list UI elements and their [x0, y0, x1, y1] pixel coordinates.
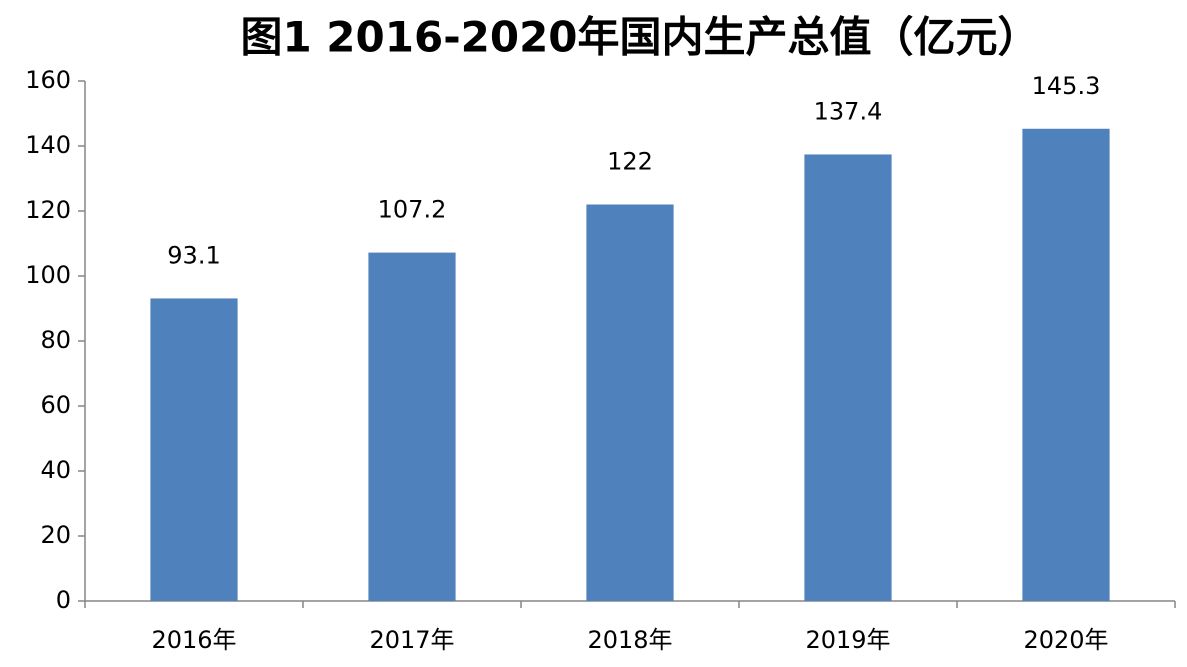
y-tick-label: 40 — [40, 456, 71, 484]
y-tick-label: 80 — [40, 326, 71, 354]
data-label: 93.1 — [167, 241, 220, 269]
y-tick-label: 60 — [40, 391, 71, 419]
bar — [586, 204, 674, 601]
x-tick-label: 2018年 — [587, 626, 672, 654]
y-tick-label: 160 — [25, 66, 71, 94]
bar — [804, 154, 892, 601]
data-label: 145.3 — [1032, 72, 1101, 100]
x-tick-label: 2016年 — [151, 626, 236, 654]
x-tick-label: 2019年 — [805, 626, 890, 654]
y-tick-label: 140 — [25, 131, 71, 159]
data-label: 122 — [607, 148, 653, 176]
bar — [150, 298, 238, 601]
y-tick-label: 100 — [25, 261, 71, 289]
data-label: 137.4 — [814, 97, 883, 125]
y-tick-label: 0 — [56, 586, 71, 614]
bar — [368, 252, 456, 601]
bar — [1022, 128, 1110, 601]
y-tick-label: 20 — [40, 521, 71, 549]
chart-title: 图1 2016-2020年国内生产总值（亿元） — [240, 13, 1039, 62]
x-tick-label: 2020年 — [1023, 626, 1108, 654]
x-tick-label: 2017年 — [369, 626, 454, 654]
y-tick-label: 120 — [25, 196, 71, 224]
data-label: 107.2 — [378, 196, 447, 224]
